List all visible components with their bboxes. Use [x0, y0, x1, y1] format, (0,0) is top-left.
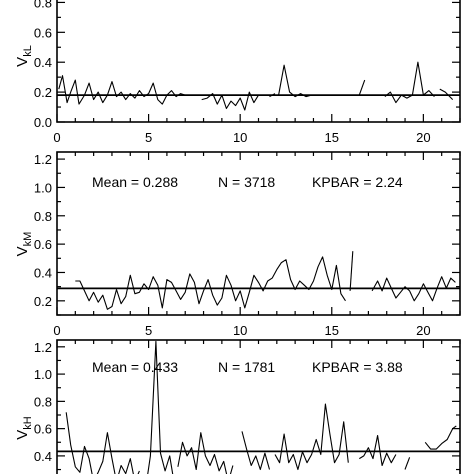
axis-ticks-vkm — [56, 152, 461, 316]
y-tick-label-vkh: 0.6 — [34, 422, 52, 437]
x-tick-labels-vkm: 0 5 10 15 20 — [53, 323, 430, 338]
series-segment-vkh-7 — [424, 425, 457, 450]
series-segment-vkm-1 — [349, 251, 354, 291]
y-tick-label-vkm: 1.0 — [34, 180, 52, 195]
annotation-mean-vkm: Mean = 0.288 — [92, 174, 178, 190]
x-tick-label-vkl: 20 — [416, 130, 430, 145]
y-tick-label-vkm: 0.6 — [34, 237, 52, 252]
panel-vkm: 0.2 0.4 0.6 0.8 1.0 1.2 0 5 10 15 20 Mean = 0.288… — [14, 151, 461, 338]
y-axis-label-vkm: VkM — [14, 232, 34, 257]
series-vkh — [65, 340, 457, 474]
series-vkl — [58, 61, 454, 111]
series-segment-vkl-4 — [358, 79, 366, 96]
x-tick-labels-vkl: 0 5 10 15 20 — [53, 130, 430, 145]
y-tick-label-vkh: 1.2 — [34, 340, 52, 355]
y-tick-labels-vkl: 0.0 0.2 0.4 0.6 0.8 — [34, 0, 52, 130]
y-tick-labels-vkh: 0.20.40.60.81.01.2 — [34, 340, 52, 464]
series-segment-vkl-6 — [439, 88, 454, 100]
annotation-n-vkh: N = 1781 — [218, 359, 275, 375]
x-tick-label-vkm: 10 — [233, 323, 247, 338]
series-segment-vkl-5 — [384, 61, 435, 104]
y-tick-label-vkh: 1.0 — [34, 367, 52, 382]
x-tick-label-vkl: 10 — [233, 130, 247, 145]
axis-ticks-vkl — [56, 1, 461, 123]
x-tick-label-vkm: 15 — [325, 323, 339, 338]
annotation-kpbar-vkh: KPBAR = 3.88 — [312, 359, 403, 375]
x-tick-label-vkl: 5 — [145, 130, 152, 145]
y-axis-label-vkl: VkL — [14, 45, 34, 67]
annotation-mean-vkh: Mean = 0.433 — [92, 359, 178, 375]
y-tick-label-vkl: 0.8 — [34, 0, 52, 10]
series-segment-vkh-0 — [65, 412, 140, 474]
series-segment-vkh-1 — [147, 340, 174, 474]
y-tick-label-vkh: 0.8 — [34, 394, 52, 409]
y-tick-label-vkl: 0.2 — [34, 85, 52, 100]
x-tick-label-vkm: 20 — [416, 323, 430, 338]
x-tick-label-vkl: 0 — [53, 130, 60, 145]
y-tick-label-vkm: 0.2 — [34, 294, 52, 309]
x-tick-label-vkm: 5 — [145, 323, 152, 338]
y-tick-label-vkm: 1.2 — [34, 152, 52, 167]
y-tick-label-vkm: 0.8 — [34, 209, 52, 224]
y-tick-labels-vkm: 0.2 0.4 0.6 0.8 1.0 1.2 — [34, 152, 52, 309]
axis-ticks-vkh — [56, 340, 461, 471]
series-segment-vkh-3 — [241, 431, 271, 471]
annotation-n-vkm: N = 3718 — [218, 174, 275, 190]
y-tick-label-vkm: 0.4 — [34, 265, 52, 280]
y-tick-label-vkl: 0.4 — [34, 55, 52, 70]
y-tick-label-vkl: 0.0 — [34, 115, 52, 130]
panel-vkl: 0.0 0.2 0.4 0.6 0.8 0 5 10 15 20 VkL — [14, 0, 461, 145]
series-segment-vkl-3 — [278, 64, 312, 98]
y-axis-label-vkh: VkH — [14, 416, 34, 440]
plot-frame-vkl — [56, 0, 461, 123]
series-vkm — [75, 251, 456, 310]
y-tick-label-vkh: 0.4 — [34, 449, 52, 464]
annotation-kpbar-vkm: KPBAR = 2.24 — [312, 174, 403, 190]
series-segment-vkh-2 — [177, 432, 234, 474]
panel-vkh: 0.20.40.60.81.01.2 Mean = 0.433 N = 1781… — [14, 339, 461, 474]
series-segment-vkm-0 — [75, 256, 346, 310]
y-tick-label-vkl: 0.6 — [34, 25, 52, 40]
series-segment-vkh-6 — [404, 457, 411, 470]
x-tick-label-vkm: 0 — [53, 323, 60, 338]
series-segment-vkh-4 — [274, 403, 349, 471]
series-segment-vkm-2 — [371, 276, 456, 302]
series-segment-vkl-0 — [58, 75, 186, 105]
series-segment-vkl-2 — [269, 93, 276, 98]
x-tick-label-vkl: 15 — [325, 130, 339, 145]
series-segment-vkl-1 — [201, 91, 259, 111]
series-segment-vkh-5 — [359, 434, 397, 467]
